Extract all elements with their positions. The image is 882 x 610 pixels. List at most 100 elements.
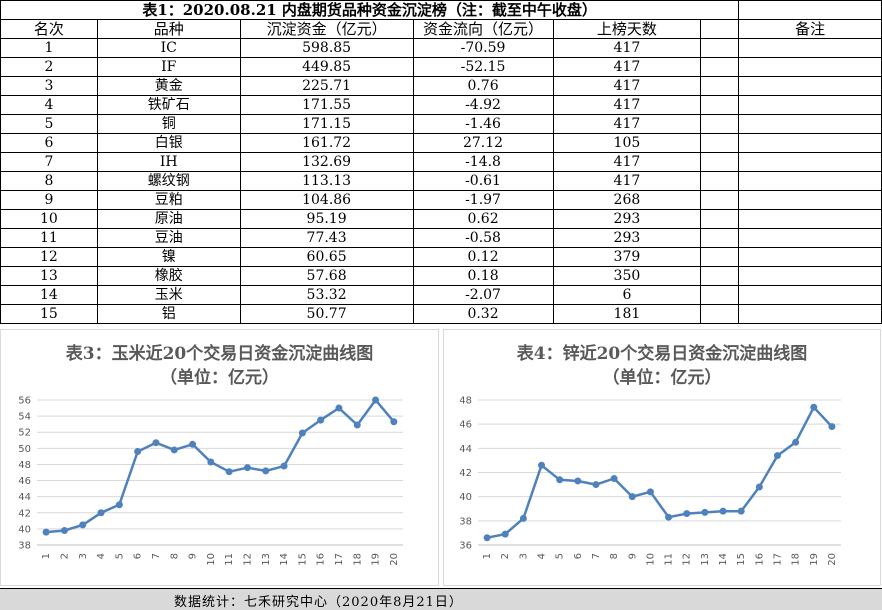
table-cell: 105 xyxy=(552,133,702,153)
empty-cell xyxy=(738,152,882,172)
x-tick-label: 20 xyxy=(827,553,838,566)
ranking-table: 表1：2020.08.21 内盘期货品种资金沉淀榜（注：截至中午收盘） 名次 品种… xyxy=(0,0,882,324)
table-cell: 417 xyxy=(552,57,702,77)
chart-subtitle: （单位：亿元） xyxy=(160,368,279,388)
x-tick-label: 8 xyxy=(169,553,180,559)
table-row: 6 白银 161.72 27.12 105 xyxy=(0,133,882,153)
table-row: 8 螺纹钢 113.13 -0.61 417 xyxy=(0,171,882,191)
table-cell: 豆粕 xyxy=(96,190,241,210)
table-cell: 铁矿石 xyxy=(96,95,241,115)
data-point xyxy=(189,440,197,448)
x-tick-label: 16 xyxy=(316,553,327,566)
data-point xyxy=(225,468,233,476)
empty-cell xyxy=(738,114,882,134)
zinc-capital-chart: 表4：锌近20个交易日资金沉淀曲线图 （单位：亿元） 36 38 40 42 44 46 4… xyxy=(443,329,881,586)
header-cell: 沉淀资金（亿元） xyxy=(239,19,414,39)
table-cell: 13 xyxy=(0,266,98,286)
empty-cell xyxy=(700,285,740,305)
x-tick-label: 19 xyxy=(371,553,382,566)
table-cell: 0.62 xyxy=(412,209,554,229)
x-tick-label: 10 xyxy=(645,553,656,566)
table-cell: 57.68 xyxy=(239,266,414,286)
table-cell: 0.18 xyxy=(412,266,554,286)
table-cell: -2.07 xyxy=(412,285,554,305)
empty-cell xyxy=(700,228,740,248)
table-cell: 417 xyxy=(552,38,702,58)
table-cell: 14 xyxy=(0,285,98,305)
table-row: 11 豆油 77.43 -0.58 293 xyxy=(0,228,882,248)
empty-cell xyxy=(700,95,740,115)
table-cell: 113.13 xyxy=(239,171,414,191)
table-cell: 3 xyxy=(0,76,98,96)
data-point xyxy=(719,507,727,515)
x-tick-label: 3 xyxy=(78,553,89,559)
y-tick-label: 36 xyxy=(459,541,472,552)
table-cell: 77.43 xyxy=(239,228,414,248)
table-cell: 449.85 xyxy=(239,57,414,77)
table-cell: -0.58 xyxy=(412,228,554,248)
empty-cell xyxy=(738,76,882,96)
data-point xyxy=(519,514,527,522)
data-point xyxy=(207,458,215,466)
data-point xyxy=(773,452,781,460)
table-row: 13 橡胶 57.68 0.18 350 xyxy=(0,266,882,286)
x-tick-label: 6 xyxy=(133,553,144,559)
table-cell: 7 xyxy=(0,152,98,172)
data-point xyxy=(556,476,564,484)
x-tick-label: 11 xyxy=(224,553,235,566)
table-cell: 8 xyxy=(0,171,98,191)
data-point xyxy=(42,528,50,536)
x-tick-label: 5 xyxy=(114,553,125,559)
table-cell: 玉米 xyxy=(96,285,241,305)
x-tick-label: 15 xyxy=(736,553,747,566)
x-tick-label: 18 xyxy=(352,553,363,566)
empty-cell xyxy=(700,266,740,286)
chart-subtitle: （单位：亿元） xyxy=(602,368,722,388)
x-tick-label: 1 xyxy=(482,553,493,559)
x-tick-label: 14 xyxy=(718,553,729,566)
table-cell: 225.71 xyxy=(239,76,414,96)
data-point xyxy=(262,467,270,475)
empty-cell xyxy=(738,171,882,191)
empty-cell xyxy=(738,228,882,248)
y-tick-label: 50 xyxy=(18,444,31,455)
data-point xyxy=(574,477,582,485)
x-tick-label: 14 xyxy=(279,553,290,566)
chart-title: 表3：玉米近20个交易日资金沉淀曲线图 xyxy=(65,344,374,364)
table-cell: 螺纹钢 xyxy=(96,171,241,191)
header-cell: 备注 xyxy=(738,19,882,39)
data-point xyxy=(243,464,251,472)
x-tick-label: 18 xyxy=(791,553,802,566)
empty-cell xyxy=(738,247,882,267)
table-cell: 60.65 xyxy=(239,247,414,267)
empty-cell xyxy=(700,133,740,153)
y-tick-label: 54 xyxy=(18,412,31,423)
table-cell: 0.12 xyxy=(412,247,554,267)
data-point xyxy=(610,475,618,483)
y-tick-label: 38 xyxy=(18,541,31,552)
empty-cell xyxy=(738,95,882,115)
table-cell: 268 xyxy=(552,190,702,210)
data-point xyxy=(538,461,546,469)
table-cell: 181 xyxy=(552,304,702,324)
table-cell: 417 xyxy=(552,171,702,191)
table-cell: 1 xyxy=(0,38,98,58)
data-point xyxy=(483,534,491,542)
table-row: 10 原油 95.19 0.62 293 xyxy=(0,209,882,229)
x-tick-label: 16 xyxy=(754,553,765,566)
table-row: 12 镍 60.65 0.12 379 xyxy=(0,247,882,267)
empty-cell xyxy=(700,171,740,191)
empty-cell xyxy=(700,247,740,267)
x-tick-label: 12 xyxy=(682,553,693,566)
data-point xyxy=(115,501,123,509)
y-tick-label: 44 xyxy=(18,492,31,503)
empty-cell xyxy=(738,38,882,58)
x-tick-label: 2 xyxy=(59,553,70,559)
table-cell: 镍 xyxy=(96,247,241,267)
y-tick-label: 46 xyxy=(459,420,472,431)
table-cell: 2 xyxy=(0,57,98,77)
table-cell: 橡胶 xyxy=(96,266,241,286)
x-tick-label: 7 xyxy=(151,553,162,559)
table-cell: 铜 xyxy=(96,114,241,134)
